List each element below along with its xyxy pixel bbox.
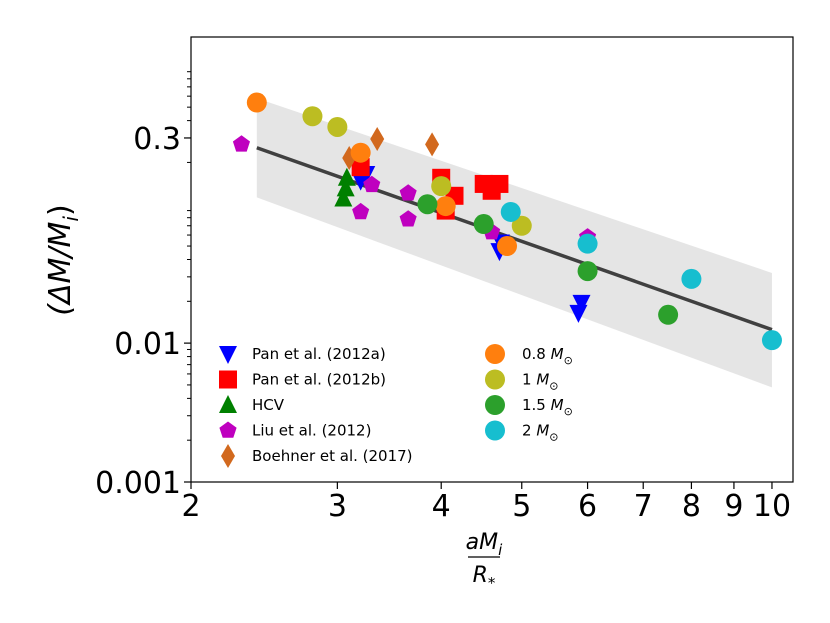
legend-marker [219, 395, 237, 413]
data-point [334, 188, 353, 207]
y-tick-label: 0.3 [133, 122, 181, 157]
series-4 [342, 126, 440, 171]
y-tick-label: 0.01 [114, 327, 181, 362]
x-label-numerator: aM [466, 530, 498, 555]
legend-marker [485, 420, 505, 441]
data-point [577, 233, 598, 254]
x-tick-label: 10 [753, 489, 791, 524]
data-point [497, 236, 518, 257]
data-point [352, 202, 370, 220]
x-tick-label: 3 [328, 489, 347, 524]
y-tick-label: 0.001 [95, 466, 181, 501]
data-point [399, 210, 417, 227]
legend-label: Boehner et al. (2017) [252, 447, 413, 465]
data-point [302, 106, 323, 127]
series-6 [302, 106, 532, 236]
legend-marker [219, 346, 237, 364]
svg-text:R*: R* [473, 563, 496, 592]
x-tick-label: 8 [682, 489, 701, 524]
data-point [473, 214, 494, 235]
y-label-sub: i [59, 216, 83, 222]
data-point [246, 92, 267, 113]
x-tick-label: 2 [181, 489, 200, 524]
series-8 [500, 201, 782, 351]
data-point [370, 126, 385, 151]
y-label-main: (ΔM/M [43, 221, 78, 315]
x-label-denominator: R [473, 563, 488, 588]
data-point [577, 261, 598, 282]
legend-marker [485, 395, 505, 415]
series-7 [417, 194, 679, 325]
data-point [431, 176, 452, 197]
x-axis-label: aMi R* [466, 530, 503, 592]
x-label-denominator-sub: * [488, 574, 496, 592]
fit-line-layer [256, 146, 773, 332]
series-2 [334, 167, 356, 207]
data-point [681, 268, 702, 289]
svg-text:aMi: aMi [466, 530, 503, 559]
legend-label: Pan et al. (2012b) [252, 371, 386, 389]
legend-marker [219, 421, 237, 438]
data-point [435, 196, 456, 217]
legend-marker [221, 444, 235, 468]
data-point [490, 174, 509, 193]
x-tick-label: 5 [512, 489, 531, 524]
data-point [511, 215, 532, 236]
y-label-close: ) [43, 204, 78, 216]
x-tick-label: 6 [578, 489, 597, 524]
data-points-layer [232, 92, 782, 351]
x-tick-label: 4 [432, 489, 451, 524]
axis-ticks-layer: 2 3 4 5 6 7 8 9 10 0.001 0.01 0.3 [95, 71, 791, 524]
data-point [363, 175, 381, 193]
data-point [351, 158, 370, 177]
y-axis-label: (ΔM/Mi) [43, 204, 83, 315]
data-point [658, 304, 679, 325]
legend-label: Liu et al. (2012) [252, 422, 371, 440]
legend-label: Pan et al. (2012a) [252, 345, 386, 363]
x-label-numerator-sub: i [498, 541, 503, 559]
x-tick-label: 9 [724, 489, 743, 524]
data-point [327, 116, 348, 137]
data-point [500, 201, 521, 222]
legend-label: 2 M⊙ [522, 422, 558, 444]
legend-label: 0.8 M⊙ [522, 345, 573, 367]
legend-label: HCV [252, 396, 285, 414]
legend-marker [485, 344, 505, 364]
data-point [336, 178, 355, 197]
legend-label: 1 M⊙ [522, 371, 558, 393]
data-point [350, 142, 371, 163]
legend-label: 1.5 M⊙ [522, 396, 573, 418]
data-point [417, 194, 438, 215]
legend-marker [485, 369, 505, 390]
data-point [761, 330, 782, 351]
legend-marker [219, 370, 237, 389]
data-point [572, 294, 591, 313]
data-point [425, 132, 440, 157]
x-tick-label: 7 [634, 489, 653, 524]
data-point [399, 184, 417, 201]
data-point [232, 135, 250, 152]
legend: Pan et al. (2012a) Pan et al. (2012b) HCV L… [219, 344, 573, 468]
fit-line [256, 146, 773, 332]
data-point [337, 167, 356, 186]
series-5 [246, 92, 518, 257]
